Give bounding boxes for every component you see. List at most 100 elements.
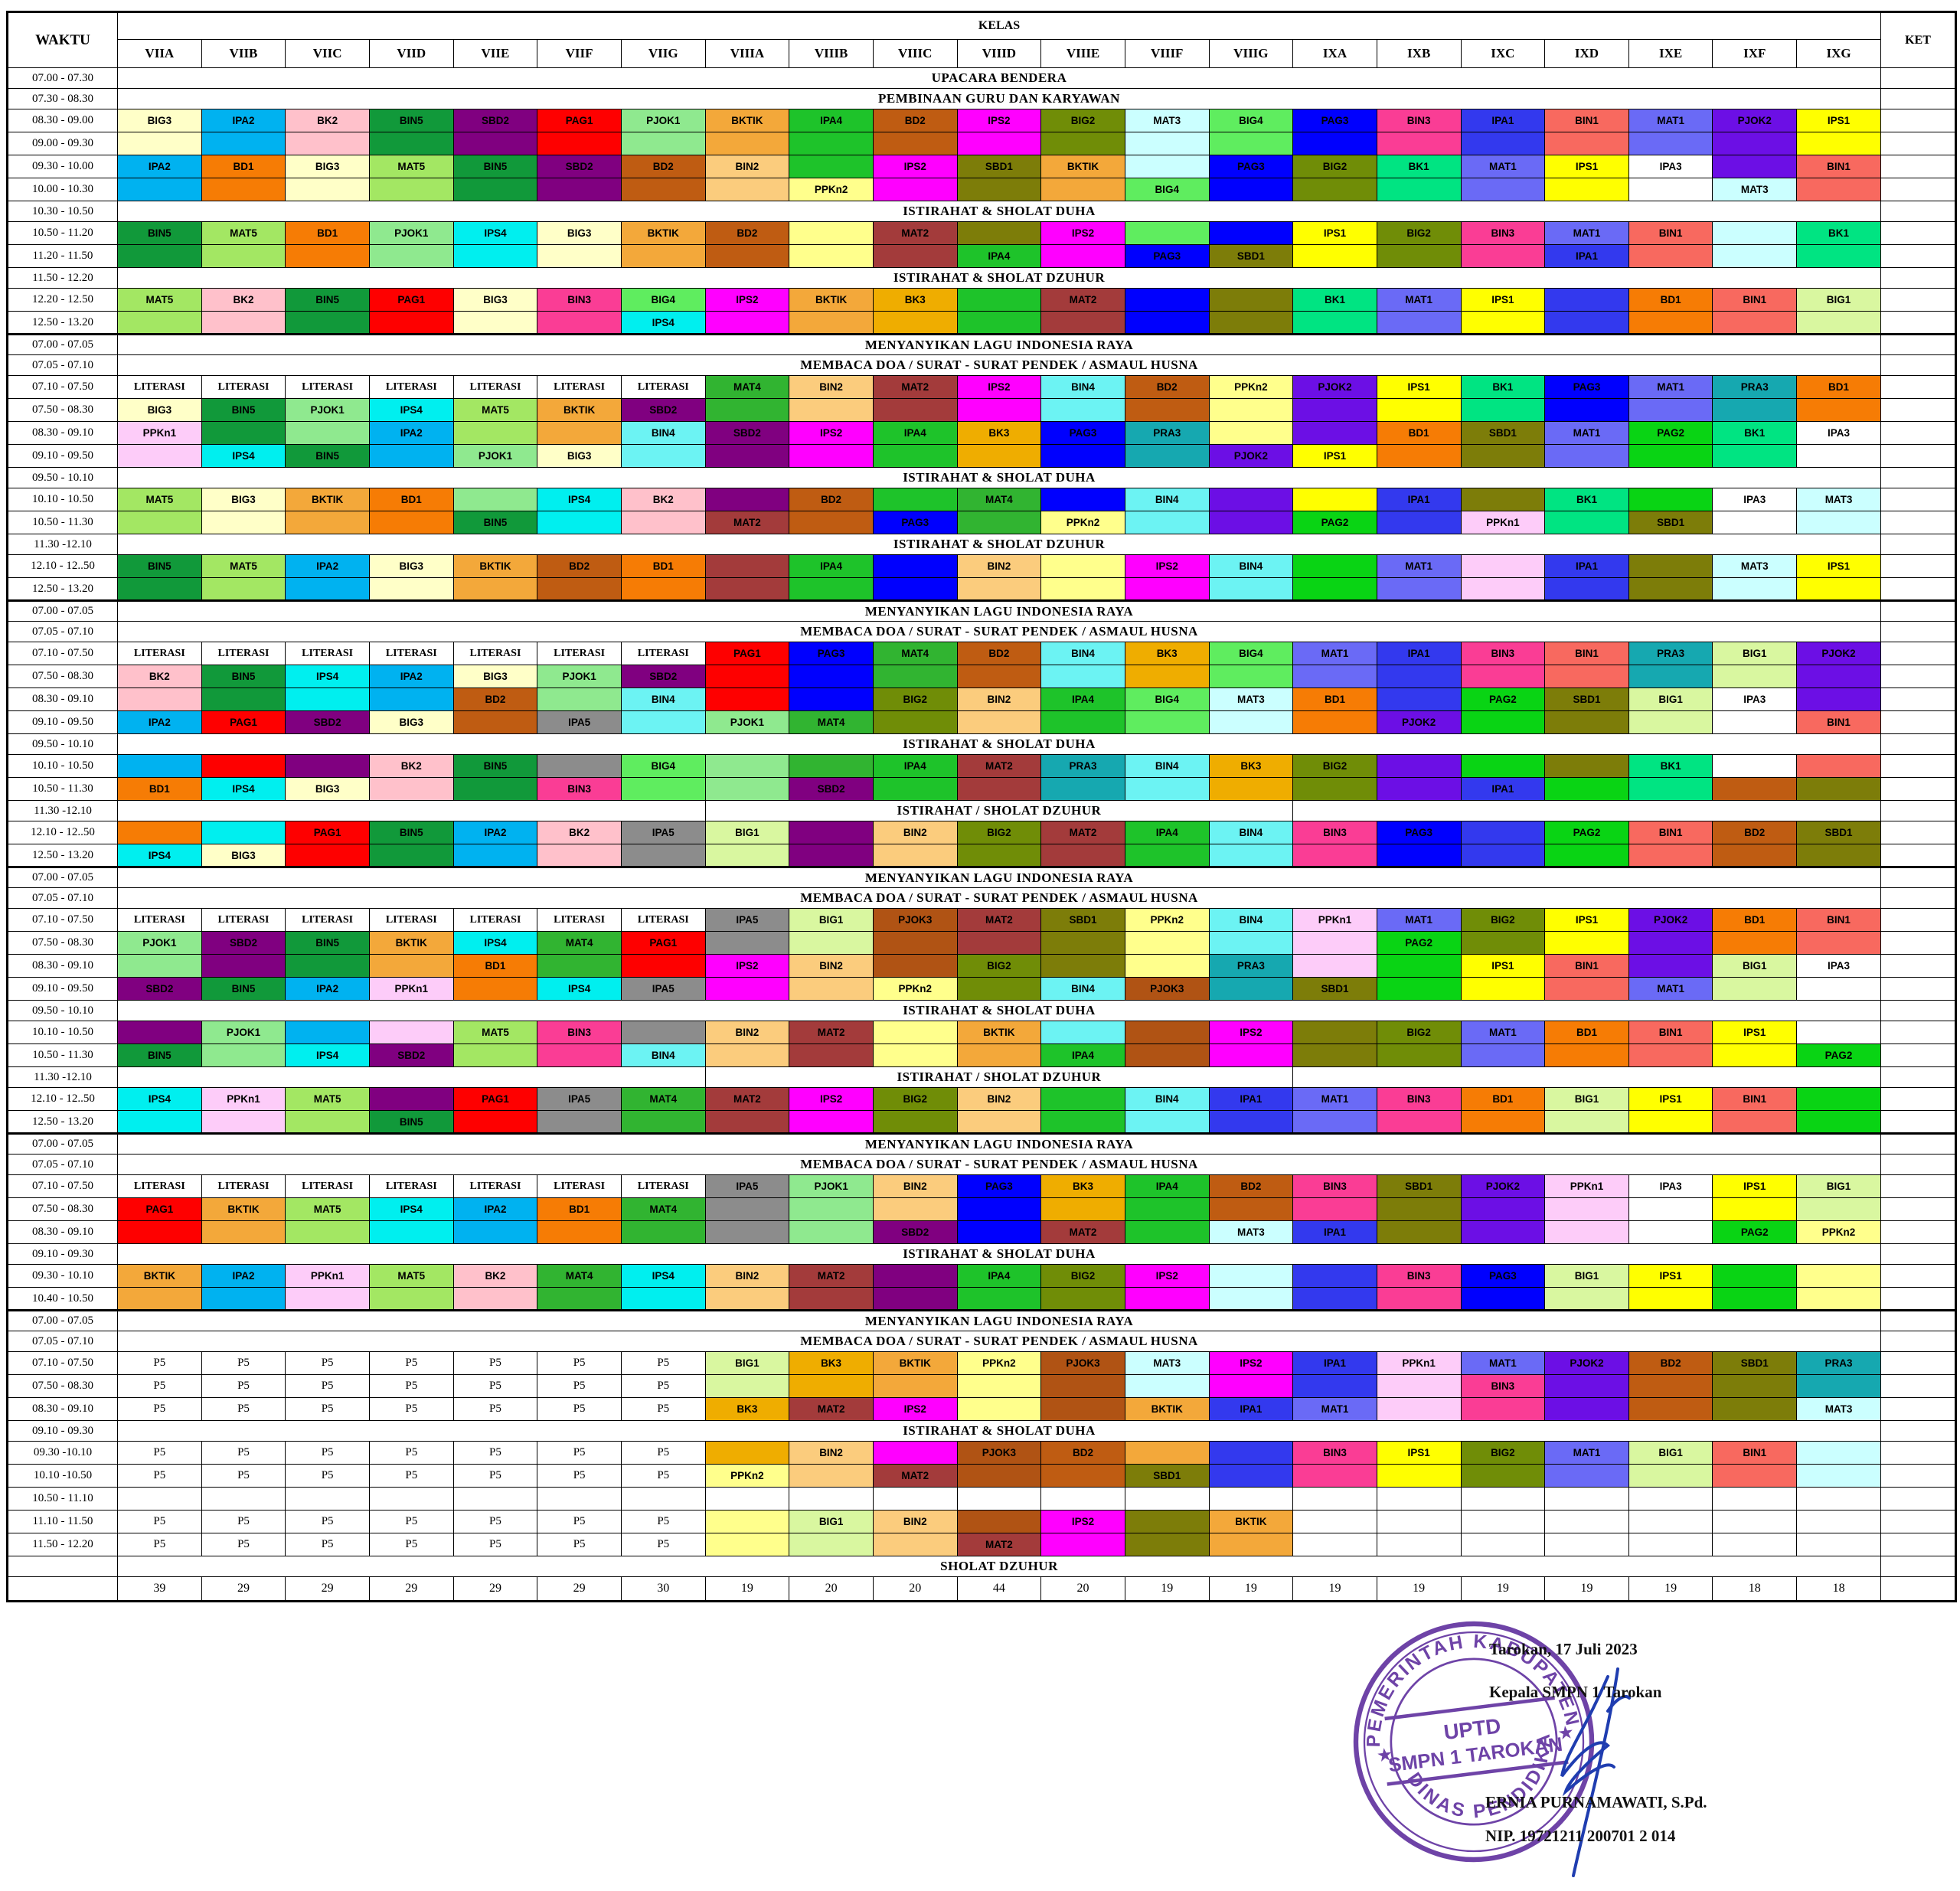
subject-cell-big2 xyxy=(956,844,1042,868)
subject-cell-pag1: PAG1 xyxy=(368,288,454,312)
subject-cell-ips2: IPS2 xyxy=(1208,1021,1294,1044)
subject-cell-sbd1: SBD1 xyxy=(1208,244,1294,268)
subject-cell-ips4: IPS4 xyxy=(201,444,286,468)
subject-cell-ipa4 xyxy=(872,777,958,801)
time-cell: 07.10 - 07.50 xyxy=(7,375,118,399)
ket-cell xyxy=(1880,534,1956,555)
subject-cell-sbd2: SBD2 xyxy=(872,1220,958,1244)
subject-cell-ppkn1: PPKn1 xyxy=(1292,908,1377,932)
subject-cell-sbd1 xyxy=(1796,844,1881,868)
subject-cell-mat4: MAT4 xyxy=(620,1197,706,1221)
subject-cell-literasi: LITERASI xyxy=(368,1174,454,1198)
subject-cell-literasi: LITERASI xyxy=(117,1174,202,1198)
subject-cell-pag3 xyxy=(1208,178,1294,201)
banner-cell: SHOLAT DZUHUR xyxy=(117,1556,1881,1577)
subject-cell-bin2: BIN2 xyxy=(789,375,874,399)
time-cell: 11.20 - 11.50 xyxy=(7,244,118,268)
total-cell: 19 xyxy=(1124,1576,1210,1602)
subject-cell-literasi: LITERASI xyxy=(537,642,622,665)
subject-cell-sbd1 xyxy=(1124,1510,1210,1533)
subject-cell-bd1 xyxy=(452,977,538,1001)
subject-cell-literasi: LITERASI xyxy=(201,1174,286,1198)
subject-cell-mat3 xyxy=(1208,1264,1294,1288)
subject-cell-bktik: BKTIK xyxy=(368,931,454,955)
subject-cell-bin5: BIN5 xyxy=(285,444,370,468)
subject-cell-pjok1 xyxy=(285,421,370,445)
class-header-ixg: IXG xyxy=(1796,39,1881,68)
subject-cell-bin2: BIN2 xyxy=(789,954,874,978)
subject-cell-mat3 xyxy=(1124,132,1210,155)
subject-cell-ipa2 xyxy=(368,687,454,711)
time-cell: 11.50 - 12.20 xyxy=(7,267,118,289)
subject-cell-pjok3 xyxy=(1040,1374,1125,1398)
subject-cell-mat4 xyxy=(620,1110,706,1135)
subject-cell-pag3: PAG3 xyxy=(872,511,958,534)
subject-cell-ips4: IPS4 xyxy=(117,1087,202,1111)
subject-cell-big2 xyxy=(1292,777,1377,801)
subject-cell-ipa1 xyxy=(1376,687,1462,711)
subject-cell-bktik xyxy=(1040,178,1125,201)
subject-cell-bd1: BD1 xyxy=(452,954,538,978)
subject-cell-mat5 xyxy=(368,1287,454,1311)
subject-cell-bd1: BD1 xyxy=(117,777,202,801)
empty-cell xyxy=(1628,1533,1713,1556)
subject-cell-pag1 xyxy=(620,954,706,978)
subject-cell-ppkn1: PPKn1 xyxy=(368,977,454,1001)
subject-cell-pag2 xyxy=(1628,488,1713,511)
subject-cell-p5: P5 xyxy=(452,1533,538,1556)
banner-cell: MENYANYIKAN LAGU INDONESIA RAYA xyxy=(117,1310,1881,1331)
subject-cell-bin3: BIN3 xyxy=(1292,1441,1377,1465)
subject-cell-mat3: MAT3 xyxy=(1124,109,1210,132)
subject-cell-sbd2 xyxy=(872,1287,958,1311)
subject-cell-bk3 xyxy=(704,1441,790,1465)
time-cell: 07.05 - 07.10 xyxy=(7,1154,118,1175)
subject-cell-bin5: BIN5 xyxy=(285,288,370,312)
time-cell: 07.10 - 07.50 xyxy=(7,908,118,932)
subject-cell-ipa1: IPA1 xyxy=(1292,1351,1377,1375)
subject-cell-bin2 xyxy=(789,1464,874,1488)
subject-cell-sbd1 xyxy=(1544,754,1629,778)
subject-cell-bd2: BD2 xyxy=(1712,821,1798,844)
ket-cell xyxy=(1880,488,1956,511)
subject-cell-bd1 xyxy=(117,821,202,844)
subject-cell-ipa1: IPA1 xyxy=(1208,1397,1294,1421)
subject-cell-ipa4 xyxy=(1124,844,1210,868)
subject-cell-mat2: MAT2 xyxy=(789,1264,874,1288)
subject-cell-mat1: MAT1 xyxy=(1544,221,1629,245)
subject-cell-literasi: LITERASI xyxy=(620,375,706,399)
subject-cell-bktik xyxy=(956,1043,1042,1067)
total-cell: 18 xyxy=(1712,1576,1798,1602)
subject-cell-pag1 xyxy=(368,311,454,335)
subject-cell-pjok2 xyxy=(1376,777,1462,801)
total-cell: 19 xyxy=(1544,1576,1629,1602)
subject-cell-pjok2 xyxy=(1460,1220,1546,1244)
subject-cell-mat1: MAT1 xyxy=(1544,421,1629,445)
subject-cell-ppkn2 xyxy=(1208,398,1294,422)
subject-cell-ips1 xyxy=(1796,132,1881,155)
ket-cell xyxy=(1880,754,1956,778)
subject-cell-ips2 xyxy=(1124,1287,1210,1311)
subject-cell-bd2: BD2 xyxy=(537,554,622,578)
ket-cell xyxy=(1880,554,1956,578)
subject-cell-mat4: MAT4 xyxy=(537,931,622,955)
subject-cell-mat1 xyxy=(1292,665,1377,688)
subject-cell-pag2: PAG2 xyxy=(1376,931,1462,955)
subject-cell-big3: BIG3 xyxy=(537,221,622,245)
subject-cell-bin3: BIN3 xyxy=(1460,221,1546,245)
subject-cell-big1 xyxy=(1544,1287,1629,1311)
subject-cell-p5: P5 xyxy=(117,1464,202,1488)
subject-cell-bin3: BIN3 xyxy=(1376,1264,1462,1288)
subject-cell-bd2: BD2 xyxy=(704,221,790,245)
subject-cell-big1 xyxy=(1796,311,1881,335)
subject-cell-big3: BIG3 xyxy=(368,554,454,578)
subject-cell-p5: P5 xyxy=(368,1397,454,1421)
empty-cell xyxy=(1796,1510,1881,1533)
subject-cell-pjok3 xyxy=(956,1510,1042,1533)
subject-cell-ppkn1: PPKn1 xyxy=(285,1264,370,1288)
subject-cell-mat4 xyxy=(537,954,622,978)
subject-cell-sbd1 xyxy=(1208,288,1294,312)
subject-cell-ips2 xyxy=(789,444,874,468)
subject-cell-ipa5: IPA5 xyxy=(620,821,706,844)
subject-cell-p5: P5 xyxy=(537,1374,622,1398)
subject-cell-sbd2: SBD2 xyxy=(368,1043,454,1067)
